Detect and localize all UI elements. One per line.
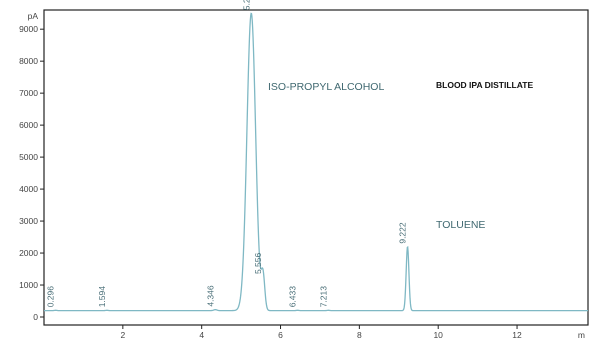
y-tick-label: 2000 — [19, 248, 38, 258]
y-tick-label: 4000 — [19, 184, 38, 194]
peak-label: 0.296 — [46, 286, 56, 308]
plot-frame — [43, 9, 589, 326]
peak-label: 6.433 — [288, 286, 298, 308]
peak-label: 9.222 — [398, 222, 408, 244]
x-tick-label: 6 — [278, 330, 283, 340]
y-tick-label: 1000 — [19, 280, 38, 290]
peak-label: 4.346 — [205, 285, 215, 307]
y-tick-label: 3000 — [19, 216, 38, 226]
annotation-title: BLOOD IPA DISTILLATE — [436, 80, 533, 90]
x-tick-label: 4 — [199, 330, 204, 340]
peak-label: 5.258 — [241, 0, 251, 10]
x-axis: 2 4 6 8 10 12 — [120, 325, 522, 340]
y-unit-label: pA — [28, 11, 39, 21]
y-axis: 0 1000 2000 3000 4000 5000 6000 7000 8000 9000 — [19, 24, 44, 322]
y-tick-label: 5000 — [19, 152, 38, 162]
y-tick-label: 0 — [33, 312, 38, 322]
plot-border — [43, 9, 589, 326]
annotations: ISO-PROPYL ALCOHOL TOLUENE BLOOD IPA DISTI… — [268, 80, 533, 231]
peak-labels: 0.296 1.594 4.346 5.258 5.556 6.433 7.213 9.222 — [46, 0, 408, 307]
x-tick-label: 12 — [512, 330, 522, 340]
peak-label: 5.556 — [253, 252, 263, 274]
x-tick-label: 8 — [357, 330, 362, 340]
y-tick-label: 8000 — [19, 56, 38, 66]
y-tick-label: 6000 — [19, 120, 38, 130]
x-unit-label: m — [578, 330, 585, 340]
peak-label: 7.213 — [318, 286, 328, 308]
y-tick-label: 9000 — [19, 24, 38, 34]
peak-label: 1.594 — [97, 286, 107, 308]
annotation-toluene: TOLUENE — [436, 219, 485, 231]
x-tick-label: 2 — [120, 330, 125, 340]
chromatogram-trace — [44, 12, 588, 312]
x-tick-label: 10 — [433, 330, 443, 340]
y-tick-label: 7000 — [19, 88, 38, 98]
annotation-isopropyl-alcohol: ISO-PROPYL ALCOHOL — [268, 81, 384, 93]
